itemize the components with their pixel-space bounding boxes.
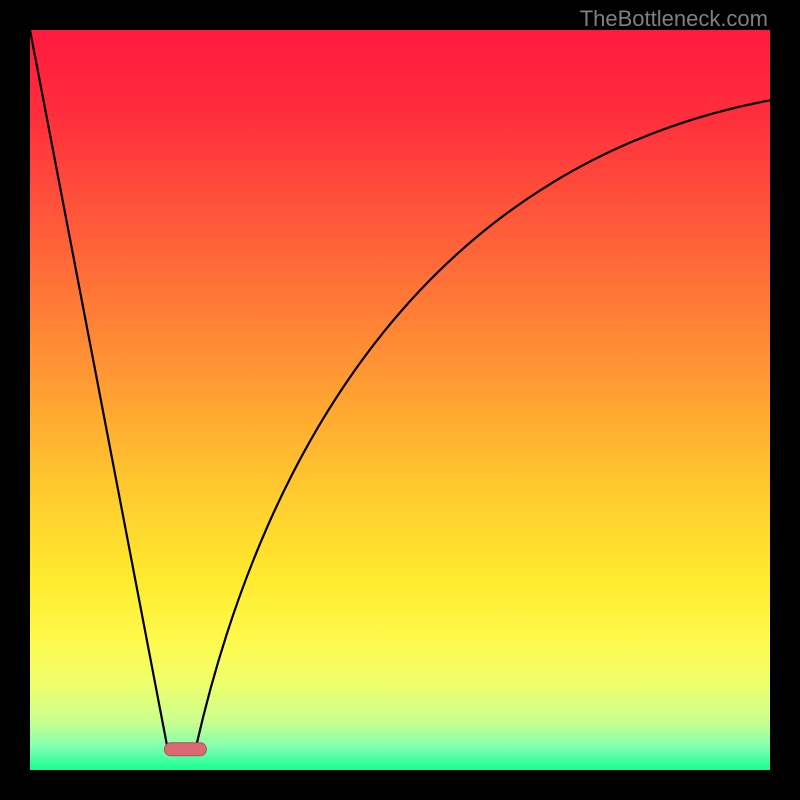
bottleneck-curve [30,30,770,745]
optimal-marker [164,743,206,756]
chart-svg [30,30,770,770]
attribution-text: TheBottleneck.com [580,6,768,32]
chart-frame [30,30,770,770]
